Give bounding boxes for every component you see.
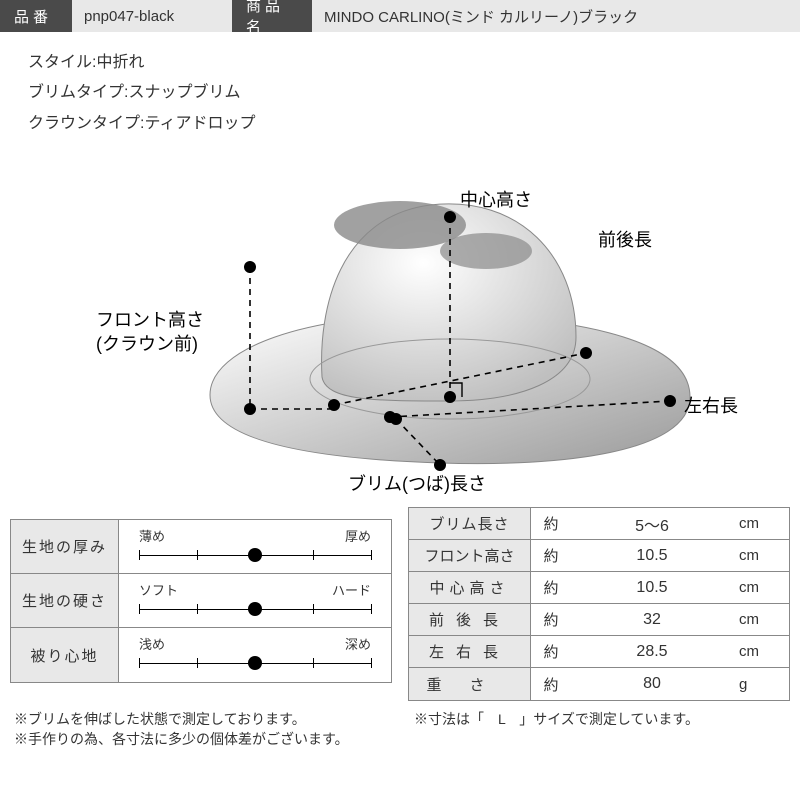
slider-table: 生地の厚み 薄め 厚め生地の硬さ ソフト ハード被り心地 浅め 深め — [10, 519, 392, 683]
label-brim-length: ブリム(つば)長さ — [348, 473, 486, 496]
slider-knob — [248, 656, 262, 670]
slider-knob — [248, 548, 262, 562]
slider-low: ソフト — [139, 580, 178, 599]
label-front-height-1: フロント高さ — [96, 309, 204, 332]
measurement-row: 重さ約80g — [409, 668, 789, 700]
meas-approx: 約 — [531, 668, 571, 700]
measurement-row: 左右長約28.5cm — [409, 636, 789, 668]
meas-name: フロント高さ — [409, 540, 531, 571]
meas-unit: g — [733, 668, 789, 700]
slider-track: ソフト ハード — [119, 574, 391, 627]
label-front-back: 前後長 — [598, 229, 652, 252]
slider-row: 生地の硬さ ソフト ハード — [11, 574, 391, 628]
meas-name: 左右長 — [409, 636, 531, 667]
slider-knob — [248, 602, 262, 616]
meas-value: 28.5 — [571, 636, 733, 667]
measurement-row: 中心高さ約10.5cm — [409, 572, 789, 604]
code-value: pnp047-black — [72, 0, 232, 32]
meas-unit: cm — [733, 604, 789, 635]
hat-diagram: 中心高さ 前後長 フロント高さ (クラウン前) 左右長 ブリム(つば)長さ — [0, 147, 800, 507]
measurement-row: ブリム長さ約5～6cm — [409, 508, 789, 540]
meas-approx: 約 — [531, 636, 571, 667]
slider-name: 被り心地 — [11, 628, 119, 682]
measurement-row: フロント高さ約10.5cm — [409, 540, 789, 572]
note-1: ※ブリムを伸ばした状態で測定しております。 — [14, 709, 384, 729]
spec-crown: クラウンタイプ:ティアドロップ — [28, 109, 772, 139]
meas-approx: 約 — [531, 572, 571, 603]
meas-value: 32 — [571, 604, 733, 635]
product-header: 品番 pnp047-black 商品名 MINDO CARLINO(ミンド カル… — [0, 0, 800, 32]
note-2: ※手作りの為、各寸法に多少の個体差がございます。 — [14, 729, 384, 749]
meas-unit: cm — [733, 636, 789, 667]
slider-row: 生地の厚み 薄め 厚め — [11, 520, 391, 574]
meas-value: 5～6 — [571, 508, 733, 539]
spec-style: スタイル:中折れ — [28, 48, 772, 78]
meas-value: 10.5 — [571, 572, 733, 603]
label-front-height-2: (クラウン前) — [96, 333, 198, 356]
spec-list: スタイル:中折れ ブリムタイプ:スナップブリム クラウンタイプ:ティアドロップ — [0, 32, 800, 147]
label-left-right: 左右長 — [684, 395, 738, 418]
meas-approx: 約 — [531, 540, 571, 571]
name-value: MINDO CARLINO(ミンド カルリーノ)ブラック — [312, 0, 800, 32]
code-label: 品番 — [0, 0, 72, 32]
meas-value: 10.5 — [571, 540, 733, 571]
slider-track: 薄め 厚め — [119, 520, 391, 573]
measurements-table: ブリム長さ約5～6cmフロント高さ約10.5cm中心高さ約10.5cm前後長約3… — [408, 507, 790, 701]
slider-row: 被り心地 浅め 深め — [11, 628, 391, 682]
slider-low: 浅め — [139, 634, 165, 653]
slider-low: 薄め — [139, 526, 165, 545]
meas-approx: 約 — [531, 604, 571, 635]
slider-high: 深め — [345, 634, 371, 653]
slider-high: 厚め — [345, 526, 371, 545]
name-label: 商品名 — [232, 0, 312, 32]
meas-unit: cm — [733, 508, 789, 539]
measurement-row: 前後長約32cm — [409, 604, 789, 636]
meas-name: ブリム長さ — [409, 508, 531, 539]
spec-brim: ブリムタイプ:スナップブリム — [28, 78, 772, 108]
slider-name: 生地の厚み — [11, 520, 119, 573]
meas-unit: cm — [733, 540, 789, 571]
meas-name: 中心高さ — [409, 572, 531, 603]
meas-value: 80 — [571, 668, 733, 700]
slider-high: ハード — [332, 580, 371, 599]
meas-unit: cm — [733, 572, 789, 603]
meas-name: 重さ — [409, 668, 531, 700]
label-center-height: 中心高さ — [460, 189, 532, 212]
slider-track: 浅め 深め — [119, 628, 391, 682]
note-3: ※寸法は「 L 」サイズで測定しています。 — [414, 709, 786, 729]
footnotes: ※ブリムを伸ばした状態で測定しております。 ※手作りの為、各寸法に多少の個体差が… — [0, 701, 800, 749]
meas-name: 前後長 — [409, 604, 531, 635]
meas-approx: 約 — [531, 508, 571, 539]
slider-name: 生地の硬さ — [11, 574, 119, 627]
